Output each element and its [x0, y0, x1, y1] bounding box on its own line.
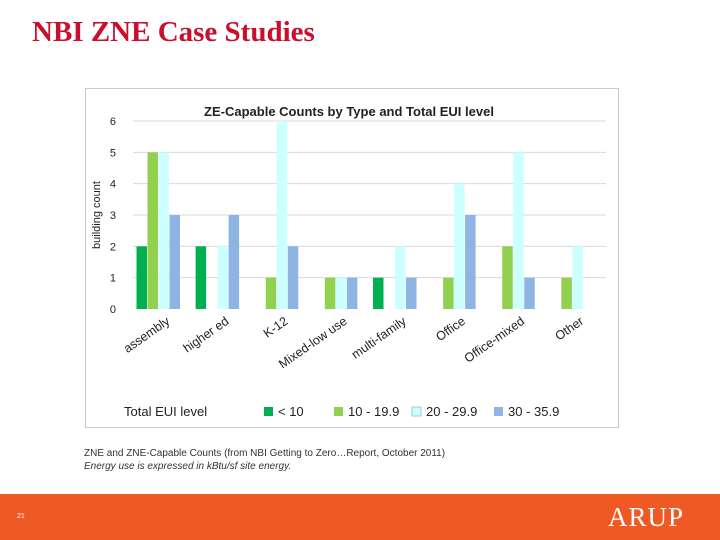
- y-tick-label: 5: [110, 147, 116, 159]
- legend-label: 30 - 35.9: [508, 404, 559, 419]
- bar-office-mixed-s4: [524, 277, 535, 309]
- legend-swatch: [494, 407, 503, 416]
- bar-mixed-low-use-s3: [335, 277, 347, 309]
- y-tick-label: 2: [110, 241, 116, 253]
- legend-swatch: [411, 406, 422, 417]
- x-tick-label: Office-mixed: [462, 314, 527, 366]
- x-tick-label: Office: [433, 314, 468, 344]
- bar-multi-family-s4: [406, 277, 417, 309]
- bar-assembly-s3: [158, 152, 169, 309]
- bar-assembly-s4: [169, 215, 180, 309]
- bar-k-12-s4: [287, 246, 299, 309]
- bar-office-mixed-s3: [513, 152, 524, 309]
- x-tick-label: multi-family: [349, 314, 409, 362]
- y-tick-label: 4: [110, 179, 116, 191]
- bar-office-s2: [443, 277, 454, 309]
- bar-chart: ZE-Capable Counts by Type and Total EUI …: [91, 104, 606, 419]
- arup-logo: ARUP: [607, 502, 684, 532]
- page-number: 21: [17, 513, 25, 520]
- footer-bar: 21 ARUP: [0, 494, 720, 540]
- chart-title: ZE-Capable Counts by Type and Total EUI …: [204, 104, 494, 119]
- x-tick-label: Other: [553, 314, 587, 343]
- bar-multi-family-s1: [373, 277, 384, 309]
- legend-label: 20 - 29.9: [426, 404, 477, 419]
- legend-title: Total EUI level: [124, 404, 207, 419]
- bar-mixed-low-use-s4: [346, 277, 358, 309]
- bar-k-12-s3: [276, 121, 288, 309]
- slide-title: NBI ZNE Case Studies: [32, 16, 315, 48]
- bar-assembly-s1: [136, 246, 147, 309]
- bar-higher-ed-s1: [195, 246, 207, 309]
- y-axis-label: building count: [91, 181, 103, 249]
- x-tick-label: higher ed: [181, 314, 232, 355]
- y-tick-label: 6: [110, 116, 116, 128]
- bar-office-mixed-s2: [502, 246, 513, 309]
- y-tick-label: 3: [110, 210, 116, 222]
- bar-mixed-low-use-s2: [324, 277, 336, 309]
- y-tick-label: 1: [110, 273, 116, 285]
- legend-swatch: [264, 407, 273, 416]
- bar-assembly-s2: [147, 152, 158, 309]
- caption-source: ZNE and ZNE-Capable Counts (from NBI Get…: [84, 448, 446, 459]
- x-tick-label: K-12: [261, 314, 291, 341]
- bar-office-s4: [465, 215, 476, 309]
- bar-multi-family-s3: [395, 246, 406, 309]
- legend-label: 10 - 19.9: [348, 404, 399, 419]
- chart-frame: ZE-Capable Counts by Type and Total EUI …: [85, 88, 619, 428]
- bar-higher-ed-s4: [228, 215, 240, 309]
- y-tick-label: 0: [110, 304, 116, 316]
- bar-other-s2: [561, 277, 572, 309]
- legend-swatch: [334, 407, 343, 416]
- chart-caption: ZNE and ZNE-Capable Counts (from NBI Get…: [84, 447, 644, 473]
- bar-office-s3: [454, 183, 465, 309]
- bar-k-12-s2: [265, 277, 277, 309]
- caption-note: Energy use is expressed in kBtu/sf site …: [84, 461, 292, 472]
- bar-higher-ed-s3: [217, 246, 229, 309]
- bar-other-s3: [572, 246, 583, 309]
- x-tick-label: assembly: [121, 314, 173, 356]
- legend-label: < 10: [278, 404, 304, 419]
